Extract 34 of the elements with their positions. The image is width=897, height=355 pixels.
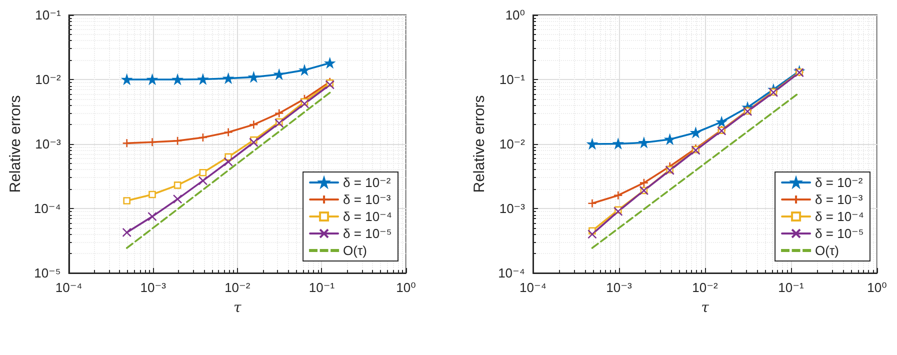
y-axis-title: Relative errors xyxy=(471,95,488,193)
y-tick-label: 10⁻³ xyxy=(499,201,526,216)
legend-label: δ = 10⁻⁴ xyxy=(815,209,864,224)
x-axis-title: τ xyxy=(701,300,710,316)
legend-label: δ = 10⁻⁵ xyxy=(815,226,864,241)
legend-label: O(τ) xyxy=(815,243,839,258)
y-tick-label: 10⁻² xyxy=(499,136,526,152)
y-tick-label: 10⁻² xyxy=(35,72,62,87)
x-tick-label: 10⁻³ xyxy=(140,280,167,295)
legend-label: δ = 10⁻⁵ xyxy=(343,226,392,241)
y-tick-label: 10⁻¹ xyxy=(35,8,62,22)
legend-label: δ = 10⁻² xyxy=(815,175,864,190)
legend-label: δ = 10⁻³ xyxy=(343,192,392,207)
x-tick-label: 10⁻⁴ xyxy=(55,280,82,295)
legend-label: δ = 10⁻³ xyxy=(815,192,864,207)
y-tick-label: 10⁻³ xyxy=(35,136,62,152)
legend-label: δ = 10⁻² xyxy=(343,175,392,190)
y-tick-label: 10⁻⁴ xyxy=(498,266,525,280)
x-tick-label: 10⁻² xyxy=(224,280,251,295)
y-tick-label: 10⁻¹ xyxy=(499,72,526,87)
x-axis-title: τ xyxy=(234,300,242,316)
legend-label: δ = 10⁻⁴ xyxy=(343,209,392,224)
x-tick-label: 10⁻¹ xyxy=(308,280,336,295)
y-tick-label: 10⁻⁵ xyxy=(34,266,61,280)
y-tick-label: 10⁰ xyxy=(505,8,525,22)
y-tick-label: 10⁻⁴ xyxy=(34,201,61,216)
x-tick-label: 10⁻³ xyxy=(606,280,632,295)
legend-label: O(τ) xyxy=(343,243,367,258)
y-axis-title: Relative errors xyxy=(7,95,24,193)
x-tick-label: 10⁻² xyxy=(692,280,718,295)
x-tick-label: 10⁻¹ xyxy=(778,280,804,295)
x-tick-label: 10⁰ xyxy=(867,280,887,295)
x-tick-label: 10⁰ xyxy=(396,280,416,295)
x-tick-label: 10⁻⁴ xyxy=(520,280,546,295)
